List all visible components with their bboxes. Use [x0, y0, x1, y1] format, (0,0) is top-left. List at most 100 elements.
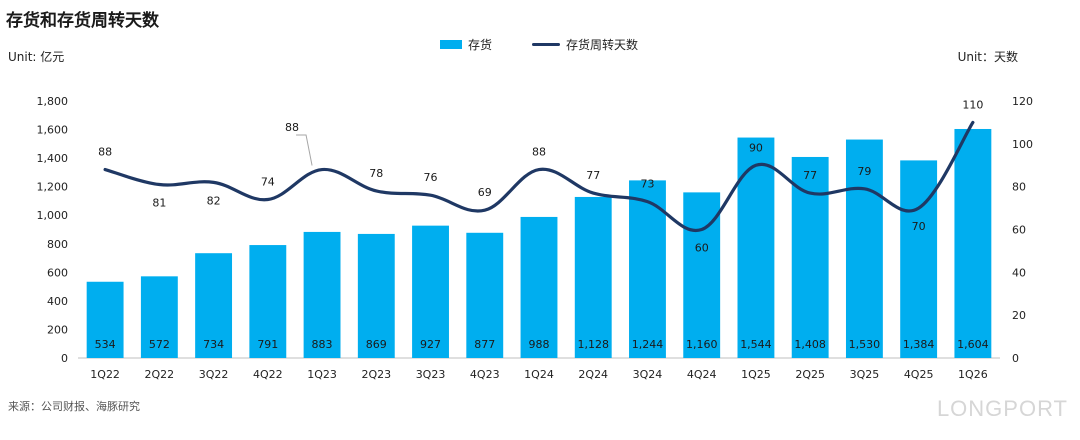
bar-value-label: 1,604: [957, 338, 989, 351]
line-value-label: 70: [912, 220, 926, 233]
y-right-tick-label: 0: [1012, 352, 1019, 365]
bar-value-label: 1,128: [577, 338, 609, 351]
line-value-label: 78: [369, 167, 383, 180]
bar: [412, 225, 449, 358]
x-tick-label: 2Q25: [795, 368, 825, 381]
x-tick-label: 1Q22: [90, 368, 120, 381]
chart-title: 存货和存货周转天数: [6, 11, 159, 31]
bar-value-label: 1,530: [849, 338, 881, 351]
x-tick-label: 3Q23: [416, 368, 446, 381]
bar-value-label: 1,160: [686, 338, 718, 351]
line-value-label: 88: [285, 121, 299, 134]
line-value-label: 110: [962, 98, 983, 111]
y-left-tick-label: 1,800: [37, 95, 69, 108]
right-axis-unit: Unit：天数: [957, 50, 1018, 64]
line-value-label: 77: [803, 169, 817, 182]
y-right-tick-label: 80: [1012, 181, 1026, 194]
y-right-tick-label: 20: [1012, 309, 1026, 322]
y-left-tick-label: 0: [61, 352, 68, 365]
bar-value-label: 1,384: [903, 338, 935, 351]
y-left-tick-label: 1,400: [37, 152, 69, 165]
legend-label-turnover-days: 存货周转天数: [566, 38, 639, 52]
line-value-label: 74: [261, 176, 275, 189]
left-axis-unit: Unit: 亿元: [8, 50, 65, 64]
bar: [737, 137, 775, 358]
watermark-logo: LONGPORT: [936, 396, 1068, 421]
bar: [954, 128, 992, 358]
bar-value-label: 534: [95, 338, 116, 351]
y-left-tick-label: 1,200: [37, 181, 69, 194]
bar-value-label: 927: [420, 338, 441, 351]
y-right-tick-label: 60: [1012, 224, 1026, 237]
bar-value-label: 1,244: [632, 338, 664, 351]
y-left-tick-label: 200: [47, 323, 68, 336]
bar: [520, 216, 558, 358]
x-tick-label: 4Q22: [253, 368, 283, 381]
bar: [249, 245, 287, 358]
x-tick-label: 4Q24: [687, 368, 717, 381]
line-value-label: 82: [207, 194, 221, 207]
x-tick-label: 3Q25: [850, 368, 880, 381]
bar-value-label: 877: [474, 338, 495, 351]
bar-value-label: 734: [203, 338, 224, 351]
bar-value-label: 988: [529, 338, 550, 351]
bar-value-label: 791: [257, 338, 278, 351]
x-tick-label: 2Q23: [361, 368, 391, 381]
y-left-tick-label: 400: [47, 295, 68, 308]
bar: [466, 232, 504, 358]
line-value-label: 88: [532, 146, 546, 159]
line-value-label: 69: [478, 186, 492, 199]
bar: [86, 281, 124, 358]
y-left-tick-label: 1,600: [37, 124, 69, 137]
y-right-tick-label: 120: [1012, 95, 1033, 108]
x-tick-label: 3Q22: [199, 368, 229, 381]
y-left-tick-label: 600: [47, 266, 68, 279]
bar: [195, 253, 233, 358]
legend: 存货 存货周转天数: [440, 36, 638, 53]
y-left-tick-label: 800: [47, 238, 68, 251]
source-note: 来源：公司财报、海豚研究: [8, 400, 140, 413]
x-tick-label: 3Q24: [633, 368, 663, 381]
bar: [900, 160, 938, 358]
bar: [791, 156, 829, 358]
bar: [629, 180, 666, 358]
legend-swatch-line: [532, 43, 561, 46]
x-tick-label: 4Q23: [470, 368, 500, 381]
bar: [303, 231, 341, 358]
bar-value-label: 1,408: [794, 338, 826, 351]
legend-item-turnover-days: 存货周转天数: [532, 36, 638, 53]
bar-value-label: 883: [312, 338, 333, 351]
x-tick-label: 2Q24: [578, 368, 608, 381]
y-right-tick-label: 100: [1012, 138, 1033, 151]
legend-label-inventory: 存货: [468, 38, 493, 52]
bar-value-label: 572: [149, 338, 170, 351]
bar-value-label: 1,544: [740, 338, 772, 351]
line-value-label: 73: [640, 178, 654, 191]
line-value-label: 90: [749, 141, 763, 154]
x-tick-label: 2Q22: [145, 368, 175, 381]
x-tick-label: 1Q24: [524, 368, 554, 381]
label-leader-line: [296, 134, 313, 166]
bar-value-label: 869: [366, 338, 387, 351]
x-tick-label: 1Q25: [741, 368, 771, 381]
legend-swatch-bar: [440, 40, 462, 49]
x-tick-label: 4Q25: [904, 368, 934, 381]
x-tick-label: 1Q26: [958, 368, 988, 381]
bar: [574, 196, 612, 358]
line-value-label: 60: [695, 242, 709, 255]
x-tick-label: 1Q23: [307, 368, 337, 381]
line-value-label: 79: [857, 165, 871, 178]
line-value-label: 88: [98, 146, 112, 159]
turnover-days-line: [103, 120, 975, 233]
line-value-label: 76: [424, 171, 438, 184]
bar: [357, 233, 395, 358]
y-right-tick-label: 40: [1012, 266, 1026, 279]
bar: [845, 139, 883, 358]
bar: [140, 276, 178, 358]
line-value-label: 77: [586, 169, 600, 182]
line-value-label: 81: [152, 197, 166, 210]
y-left-tick-label: 1,000: [37, 209, 69, 222]
legend-item-inventory: 存货: [440, 36, 492, 53]
